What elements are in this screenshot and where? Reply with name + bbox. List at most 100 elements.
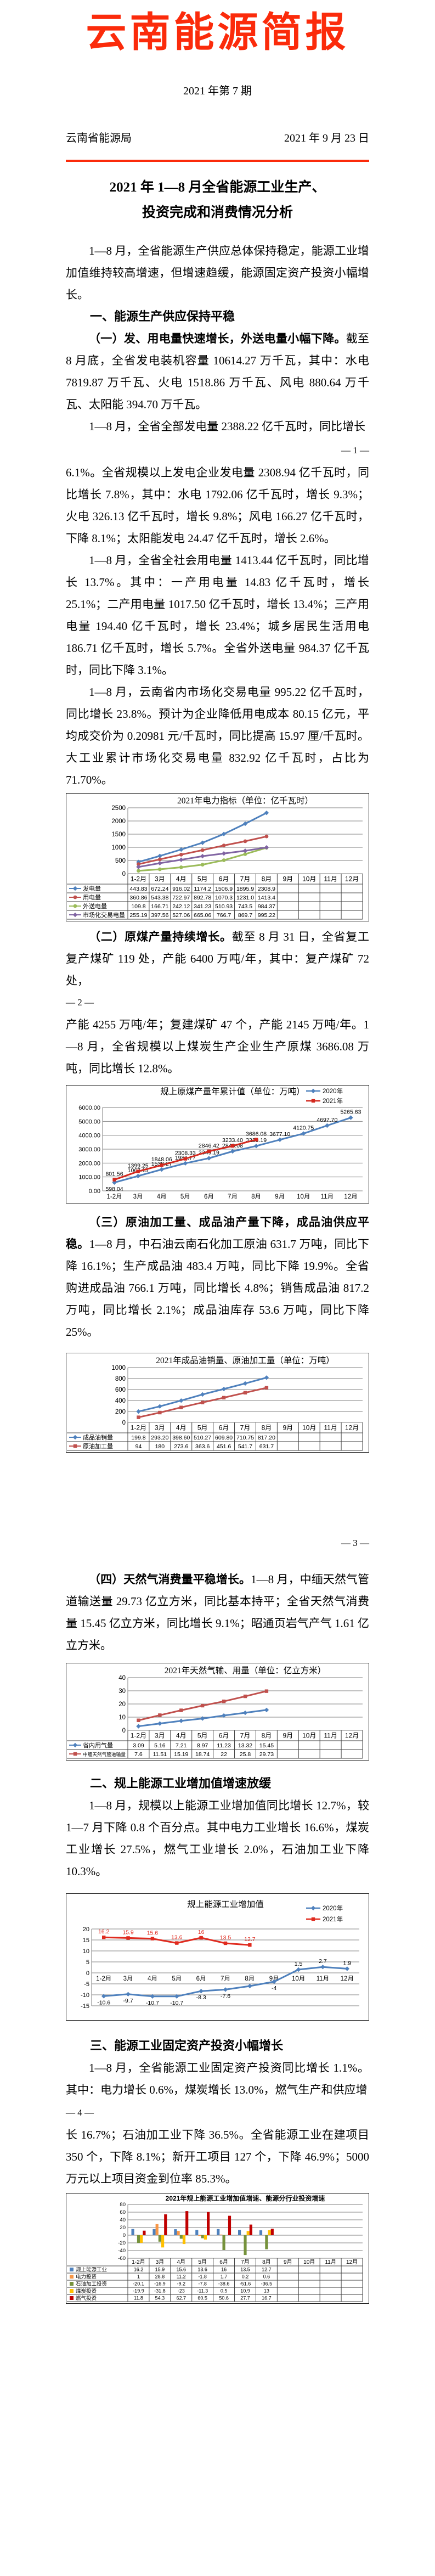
svg-text:443.83: 443.83 [129, 886, 147, 892]
svg-text:12月: 12月 [345, 1732, 359, 1740]
svg-text:1231.0: 1231.0 [236, 895, 254, 901]
svg-text:规上能源工业: 规上能源工业 [76, 2266, 107, 2273]
svg-text:-10.7: -10.7 [146, 2000, 159, 2006]
svg-text:1500: 1500 [111, 831, 126, 838]
svg-text:62.7: 62.7 [177, 2296, 187, 2301]
svg-text:3686.08: 3686.08 [246, 1131, 267, 1138]
svg-text:0: 0 [122, 871, 126, 878]
svg-text:801.56: 801.56 [105, 1171, 123, 1178]
article-title: 2021 年 1—8 月全省能源工业生产、 投资完成和消费情况分析 [66, 175, 369, 226]
svg-text:5.16: 5.16 [154, 1742, 166, 1749]
chart-raw-coal-output: 规上原煤产量年累计值（单位：万吨） 2020年 2021年 0.00 1000.00 20… [66, 1085, 369, 1203]
svg-text:1174.2: 1174.2 [194, 886, 211, 892]
publication-row: 云南省能源局 2021 年 9 月 23 日 [66, 130, 369, 147]
svg-text:541.7: 541.7 [238, 1443, 252, 1450]
svg-text:15.9: 15.9 [155, 2267, 165, 2273]
page-number-4: — 4 — [66, 2107, 94, 2118]
svg-text:363.6: 363.6 [195, 1443, 210, 1450]
page-number-3: — 3 — [341, 1538, 369, 1548]
svg-text:16: 16 [221, 2267, 227, 2273]
svg-text:892.78: 892.78 [194, 895, 211, 901]
svg-text:10月: 10月 [297, 1194, 310, 1200]
svg-text:2000.00: 2000.00 [78, 1160, 100, 1167]
svg-text:672.24: 672.24 [151, 886, 168, 892]
svg-text:-23: -23 [178, 2288, 185, 2294]
svg-text:-7.8: -7.8 [198, 2281, 207, 2287]
svg-text:242.12: 242.12 [172, 903, 190, 910]
svg-text:11月: 11月 [321, 1194, 334, 1200]
svg-text:1000: 1000 [111, 1365, 126, 1371]
svg-text:0.5: 0.5 [221, 2288, 228, 2294]
svg-text:710.75: 710.75 [236, 1435, 254, 1441]
svg-text:7月: 7月 [228, 1194, 238, 1200]
svg-text:54.3: 54.3 [155, 2296, 165, 2301]
svg-text:817.20: 817.20 [258, 1435, 275, 1441]
svg-text:1399.25: 1399.25 [128, 1163, 149, 1169]
svg-text:市场化交易电量: 市场化交易电量 [83, 911, 125, 919]
svg-text:11.2: 11.2 [177, 2274, 186, 2280]
svg-text:2846.42: 2846.42 [199, 1143, 219, 1149]
svg-text:30: 30 [118, 1688, 126, 1695]
svg-text:1.5: 1.5 [295, 1961, 303, 1967]
svg-text:11月: 11月 [324, 875, 337, 883]
svg-text:1-2月: 1-2月 [131, 1424, 146, 1432]
svg-text:9月: 9月 [283, 1732, 293, 1740]
svg-text:15.6: 15.6 [177, 2267, 187, 2273]
svg-text:5265.63: 5265.63 [340, 1109, 361, 1116]
svg-text:2000: 2000 [111, 818, 126, 825]
svg-text:发电量: 发电量 [83, 885, 101, 892]
paragraph-generation-cont: 6.1%。全省规模以上发电企业发电量 2308.94 亿千瓦时，同比增长 7.8… [66, 466, 369, 545]
svg-text:3233.40: 3233.40 [222, 1137, 243, 1144]
publisher-name: 云南省能源局 [66, 132, 132, 144]
paragraph-value-added: 1—8 月，规模以上能源工业增加值同比增长 12.7%，较 1—7 月下降 0.… [66, 1799, 369, 1878]
svg-text:527.06: 527.06 [172, 912, 190, 919]
svg-text:3.09: 3.09 [133, 1742, 144, 1749]
svg-text:1: 1 [137, 2274, 140, 2280]
svg-text:13.5: 13.5 [220, 1934, 231, 1941]
svg-text:8月: 8月 [262, 1424, 272, 1432]
svg-text:8月: 8月 [251, 1194, 261, 1200]
svg-text:2020年: 2020年 [323, 1087, 343, 1095]
svg-text:1-2月: 1-2月 [132, 2259, 145, 2265]
section-heading-1: 一、能源生产供应保持平稳 [90, 310, 235, 323]
svg-text:20: 20 [120, 2225, 126, 2231]
article-title-line2: 投资完成和消费情况分析 [142, 205, 293, 220]
svg-text:用电量: 用电量 [83, 894, 101, 901]
svg-text:1-2月: 1-2月 [131, 1732, 146, 1740]
paragraph-generation-start: 1—8 月，全省全部发电量 2388.22 亿千瓦时，同比增长 [89, 420, 365, 433]
svg-text:2.7: 2.7 [319, 1958, 327, 1965]
paragraph-intro: 1—8 月，全省能源生产供应总体保持稳定，能源工业增加值维持较高增速，但增速趋缓… [66, 244, 369, 301]
paragraph-natural-gas: （四）天然气消费量平稳增长。1—8 月，中缅天然气管道输送量 29.73 亿立方… [66, 1573, 370, 1652]
svg-text:6月: 6月 [204, 1194, 214, 1200]
svg-text:3月: 3月 [155, 1732, 165, 1740]
svg-text:8月: 8月 [262, 875, 272, 883]
svg-text:1895.9: 1895.9 [236, 886, 254, 892]
svg-text:15.9: 15.9 [122, 1929, 134, 1936]
svg-text:2021年: 2021年 [323, 1097, 343, 1105]
svg-text:7月: 7月 [221, 1976, 230, 1982]
svg-text:180: 180 [155, 1443, 165, 1450]
svg-text:8月: 8月 [245, 1976, 255, 1982]
svg-text:13.6: 13.6 [171, 1934, 183, 1941]
svg-text:29.73: 29.73 [259, 1751, 274, 1758]
svg-text:609.80: 609.80 [215, 1435, 233, 1441]
svg-text:0.00: 0.00 [89, 1188, 100, 1195]
svg-text:984.37: 984.37 [258, 903, 275, 910]
section-heading-3: 三、能源工业固定资产投资小幅增长 [90, 2039, 284, 2052]
svg-text:-16.9: -16.9 [154, 2281, 166, 2287]
svg-text:石油加工投资: 石油加工投资 [76, 2281, 108, 2287]
svg-text:外送电量: 外送电量 [83, 902, 107, 910]
svg-text:7月: 7月 [241, 2259, 250, 2265]
svg-text:-36.5: -36.5 [261, 2281, 273, 2287]
svg-text:-51.6: -51.6 [240, 2281, 251, 2287]
svg-text:10: 10 [118, 1714, 126, 1721]
svg-text:2308.33: 2308.33 [175, 1150, 196, 1157]
svg-text:20: 20 [118, 1701, 126, 1708]
svg-text:规上能源工业增加值: 规上能源工业增加值 [187, 1899, 264, 1909]
svg-text:6月: 6月 [219, 1424, 229, 1432]
svg-text:20: 20 [83, 1926, 89, 1933]
svg-text:500: 500 [115, 858, 126, 864]
svg-text:16.2: 16.2 [134, 2267, 144, 2273]
svg-text:2308.9: 2308.9 [258, 886, 275, 892]
svg-text:1-2月: 1-2月 [96, 1976, 111, 1982]
